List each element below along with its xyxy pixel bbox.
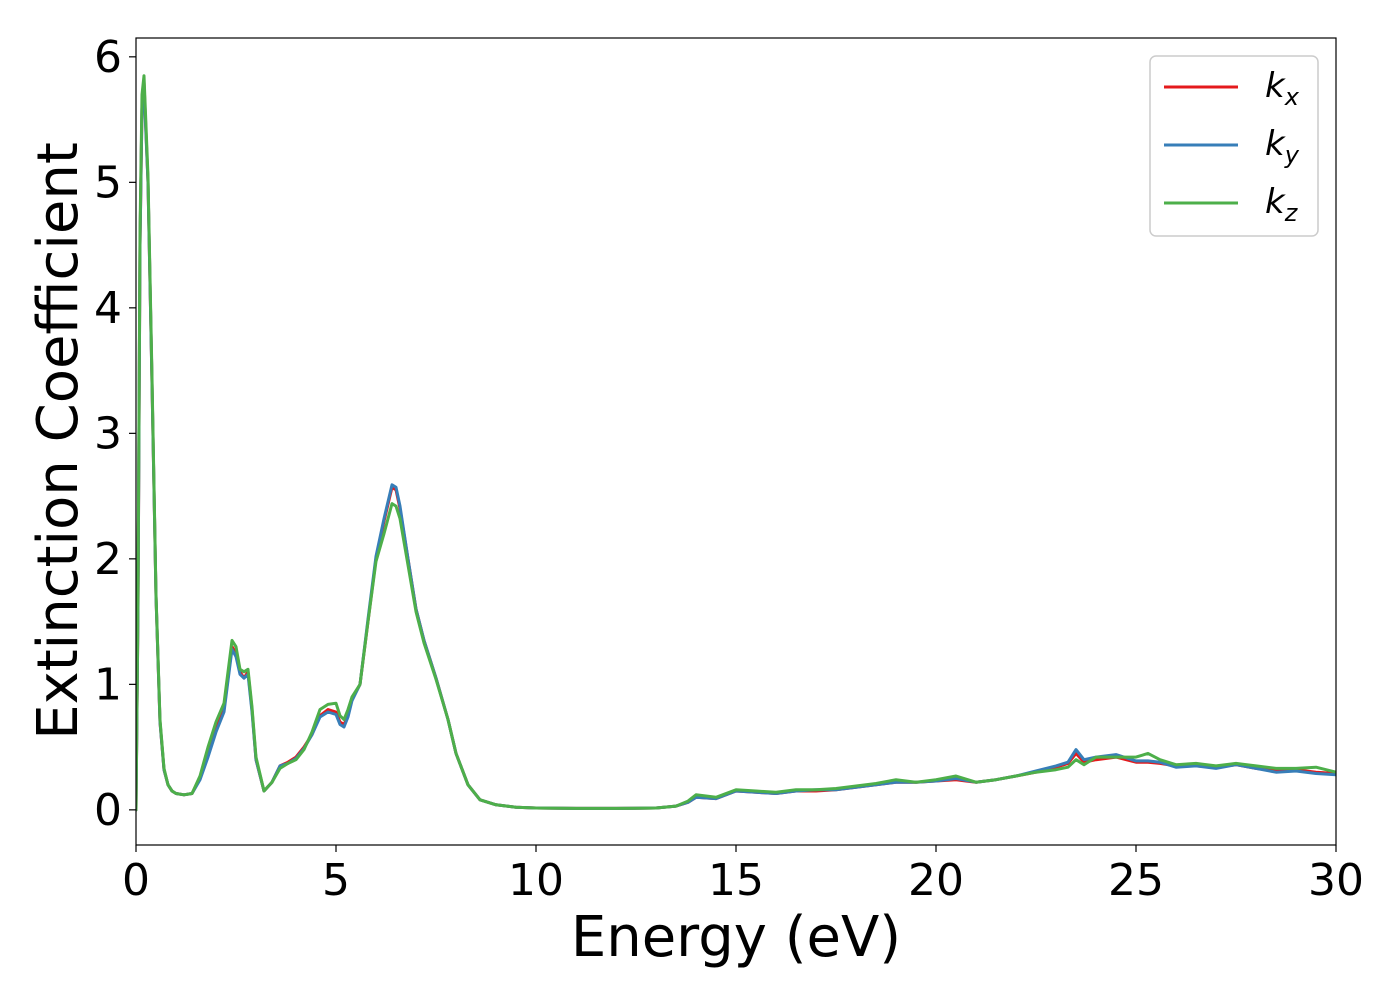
y-tick-label: 3 <box>94 408 122 459</box>
legend-label-y: ky <box>1265 124 1300 169</box>
y-tick-label: 1 <box>94 659 122 710</box>
y-axis-ticks: 0 1 2 3 4 5 6 <box>94 32 136 836</box>
legend-label-z: kz <box>1265 182 1299 227</box>
y-tick-label: 0 <box>94 785 122 836</box>
x-axis-ticks: 0 5 10 15 20 25 30 <box>122 845 1364 906</box>
x-tick-label: 30 <box>1308 855 1364 906</box>
y-tick-label: 5 <box>94 157 122 208</box>
y-tick-label: 4 <box>94 283 122 334</box>
x-tick-label: 25 <box>1108 855 1164 906</box>
legend-label-subscript: x <box>1284 83 1300 111</box>
y-tick-label: 6 <box>94 32 122 83</box>
x-axis-label: Energy (eV) <box>571 905 901 970</box>
legend-label-x: kx <box>1265 66 1300 111</box>
series-layer <box>136 74 1336 812</box>
y-axis-label: Extinction Coefficient <box>26 142 91 740</box>
legend-label-subscript: y <box>1284 141 1300 169</box>
y-tick-label: 2 <box>94 534 122 585</box>
series-line-z <box>136 74 1336 812</box>
x-tick-label: 10 <box>508 855 564 906</box>
legend-label-subscript: z <box>1284 199 1299 227</box>
legend-label-base: k <box>1265 182 1286 222</box>
legend-label-base: k <box>1265 124 1286 164</box>
x-tick-label: 20 <box>908 855 964 906</box>
legend-label-base: k <box>1265 66 1286 106</box>
x-tick-label: 15 <box>708 855 764 906</box>
x-tick-label: 5 <box>322 855 350 906</box>
x-tick-label: 0 <box>122 855 150 906</box>
